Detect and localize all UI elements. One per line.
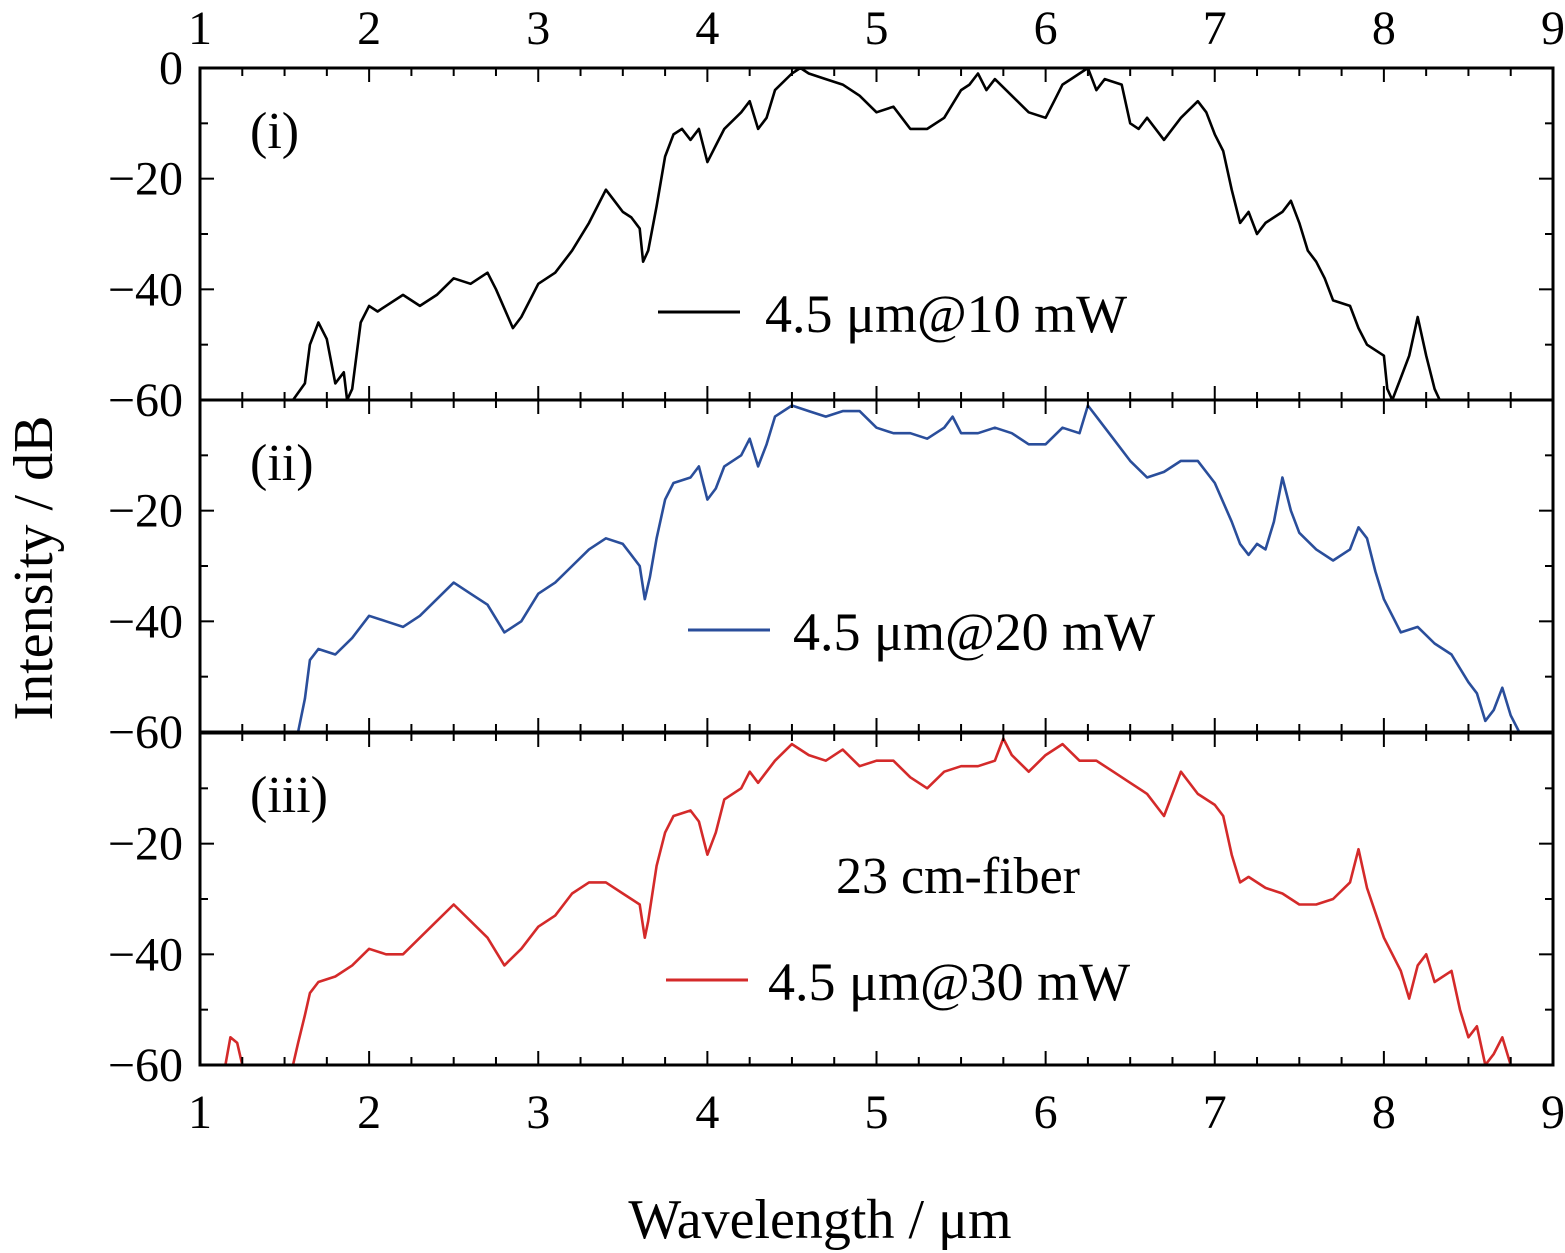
panel-label-3: (iii) xyxy=(250,767,328,824)
y-tick-label: 0 xyxy=(159,42,183,95)
chart-marks xyxy=(224,68,1521,1065)
x-tick-label-top: 7 xyxy=(1203,2,1227,55)
x-tick-label-top: 8 xyxy=(1372,2,1396,55)
panel-frames xyxy=(198,66,1555,1067)
x-tick-label-bottom: 8 xyxy=(1372,1086,1396,1139)
x-tick-label-bottom: 5 xyxy=(865,1086,889,1139)
panel-frame-2 xyxy=(198,398,1555,734)
x-tick-label-bottom: 6 xyxy=(1034,1086,1058,1139)
y-tick-label: −20 xyxy=(108,153,183,206)
panel-label-2: (ii) xyxy=(250,435,314,492)
x-tick-label-top: 5 xyxy=(865,2,889,55)
y-axis-title: Intensity / dB xyxy=(3,416,65,721)
series-line-panel-1 xyxy=(291,68,1441,400)
y-tick-label: −60 xyxy=(108,1039,183,1092)
y-tick-label: −40 xyxy=(108,928,183,981)
x-axis-title: Wavelength / μm xyxy=(628,1189,1011,1251)
x-tick-label-bottom: 4 xyxy=(695,1086,719,1139)
x-tick-label-bottom: 2 xyxy=(357,1086,381,1139)
x-tick-label-top: 1 xyxy=(188,2,212,55)
x-tick-label-bottom: 9 xyxy=(1541,1086,1565,1139)
x-tick-label-top: 4 xyxy=(695,2,719,55)
axis-ticks xyxy=(199,67,1554,1066)
y-tick-label: −60 xyxy=(108,374,183,427)
series-line-panel-2 xyxy=(296,404,1521,732)
x-tick-label-top: 2 xyxy=(357,2,381,55)
y-tick-label: −20 xyxy=(108,485,183,538)
x-tick-label-top: 6 xyxy=(1034,2,1058,55)
y-tick-label: −40 xyxy=(108,595,183,648)
x-tick-label-top: 9 xyxy=(1541,2,1565,55)
x-tick-label-bottom: 7 xyxy=(1203,1086,1227,1139)
legend-label-panel-1: 4.5 μm@10 mW xyxy=(765,284,1127,344)
series-line-panel-3 xyxy=(224,737,1512,1065)
y-tick-label: −20 xyxy=(108,818,183,871)
x-tick-label-bottom: 3 xyxy=(526,1086,550,1139)
panel-annotation: 23 cm-fiber xyxy=(836,848,1080,905)
y-tick-label: −40 xyxy=(108,263,183,316)
panel-frame-1 xyxy=(198,66,1555,402)
tick-labels: 4.5 μm@10 mW (i) 4.5 μm@20 mW (ii) 4.5 μm@30… xyxy=(108,2,1565,1139)
x-tick-label-bottom: 1 xyxy=(188,1086,212,1139)
y-tick-label: −60 xyxy=(108,706,183,759)
x-tick-label-top: 3 xyxy=(526,2,550,55)
legend-label-panel-2: 4.5 μm@20 mW xyxy=(793,602,1155,662)
legend-label-panel-3: 4.5 μm@30 mW xyxy=(768,952,1130,1012)
panel-label-1: (i) xyxy=(250,103,299,160)
